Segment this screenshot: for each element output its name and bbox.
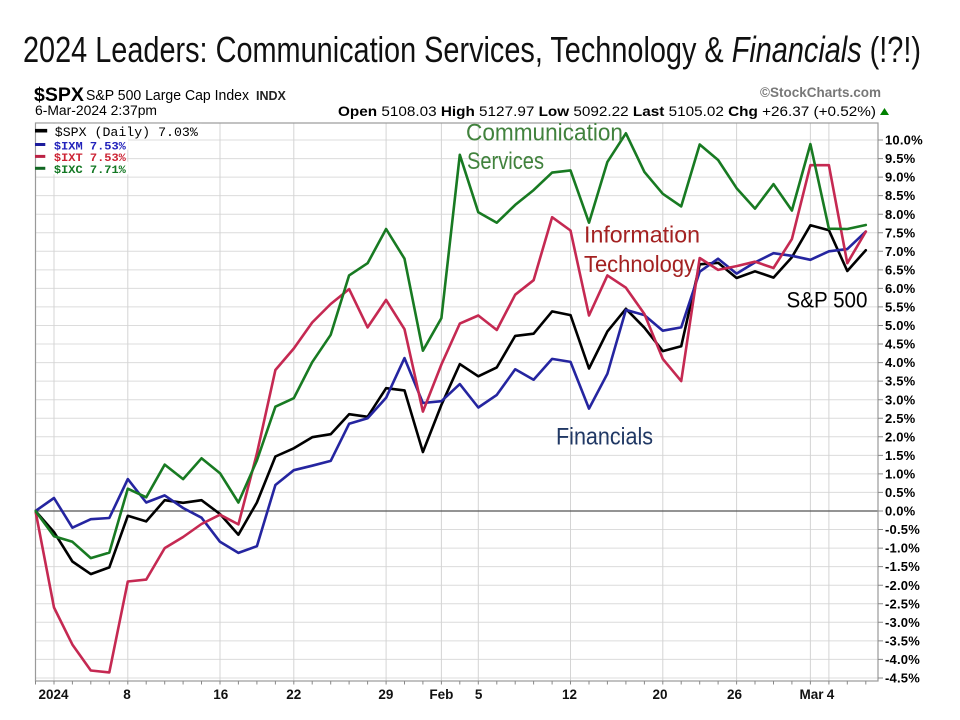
svg-text:6.0%: 6.0% [885, 281, 916, 296]
svg-text:20: 20 [652, 687, 667, 702]
svg-text:8.5%: 8.5% [885, 188, 916, 203]
svg-text:-1.0%: -1.0% [885, 541, 920, 556]
svg-text:Feb: Feb [429, 687, 453, 702]
svg-text:$SPX (Daily) 7.03%: $SPX (Daily) 7.03% [55, 125, 198, 140]
svg-text:Services: Services [467, 148, 544, 175]
svg-text:29: 29 [378, 687, 393, 702]
svg-text:2024 Leaders: Communication Se: 2024 Leaders: Communication Services, Te… [23, 29, 921, 70]
svg-text:2.5%: 2.5% [885, 411, 916, 426]
svg-text:Open 5108.03 High 5127.97 Low: Open 5108.03 High 5127.97 Low 5092.22 La… [338, 104, 876, 119]
svg-text:$IXC 7.71%: $IXC 7.71% [54, 165, 126, 177]
svg-text:INDX: INDX [256, 89, 287, 103]
svg-text:1.0%: 1.0% [885, 467, 916, 482]
svg-text:-1.5%: -1.5% [885, 559, 920, 574]
svg-text:26: 26 [727, 687, 743, 702]
svg-text:8: 8 [123, 687, 131, 702]
svg-text:-0.5%: -0.5% [885, 522, 920, 537]
svg-text:-2.0%: -2.0% [885, 578, 920, 593]
svg-text:22: 22 [286, 687, 301, 702]
svg-text:©StockCharts.com: ©StockCharts.com [760, 85, 881, 100]
svg-text:2.0%: 2.0% [885, 429, 916, 444]
svg-text:0.0%: 0.0% [885, 504, 916, 519]
svg-text:5.0%: 5.0% [885, 318, 916, 333]
svg-text:-3.5%: -3.5% [885, 634, 920, 649]
svg-text:-3.0%: -3.0% [885, 615, 920, 630]
svg-text:S&P 500: S&P 500 [787, 288, 868, 313]
svg-text:3.5%: 3.5% [885, 374, 916, 389]
svg-text:-4.0%: -4.0% [885, 652, 920, 667]
svg-text:4.0%: 4.0% [885, 355, 916, 370]
svg-text:5.5%: 5.5% [885, 300, 916, 315]
svg-text:-2.5%: -2.5% [885, 596, 920, 611]
svg-text:4: 4 [827, 687, 835, 702]
svg-text:$IXT 7.53%: $IXT 7.53% [54, 153, 126, 165]
svg-text:3.0%: 3.0% [885, 392, 916, 407]
svg-text:Information: Information [584, 222, 700, 248]
svg-text:4.5%: 4.5% [885, 337, 916, 352]
svg-text:1.5%: 1.5% [885, 448, 916, 463]
svg-text:$IXM 7.53%: $IXM 7.53% [54, 141, 126, 153]
svg-text:8.0%: 8.0% [885, 207, 916, 222]
svg-text:10.0%: 10.0% [885, 133, 923, 148]
svg-text:6.5%: 6.5% [885, 263, 916, 278]
svg-text:5: 5 [475, 687, 483, 702]
svg-text:7.0%: 7.0% [885, 244, 916, 259]
svg-text:7.5%: 7.5% [885, 225, 916, 240]
svg-text:S&P 500 Large Cap Index: S&P 500 Large Cap Index [86, 88, 250, 104]
svg-text:6-Mar-2024 2:37pm: 6-Mar-2024 2:37pm [35, 103, 157, 118]
svg-text:$SPX: $SPX [34, 84, 84, 106]
svg-text:0.5%: 0.5% [885, 485, 916, 500]
svg-text:12: 12 [562, 687, 577, 702]
svg-text:Mar: Mar [799, 687, 824, 702]
svg-text:-4.5%: -4.5% [885, 671, 920, 686]
svg-text:9.5%: 9.5% [885, 151, 916, 166]
svg-text:2024: 2024 [38, 687, 69, 702]
svg-text:Communication: Communication [466, 120, 623, 147]
svg-text:Technology: Technology [584, 251, 695, 277]
svg-text:9.0%: 9.0% [885, 170, 916, 185]
svg-text:Financials: Financials [556, 423, 653, 450]
svg-text:16: 16 [213, 687, 229, 702]
